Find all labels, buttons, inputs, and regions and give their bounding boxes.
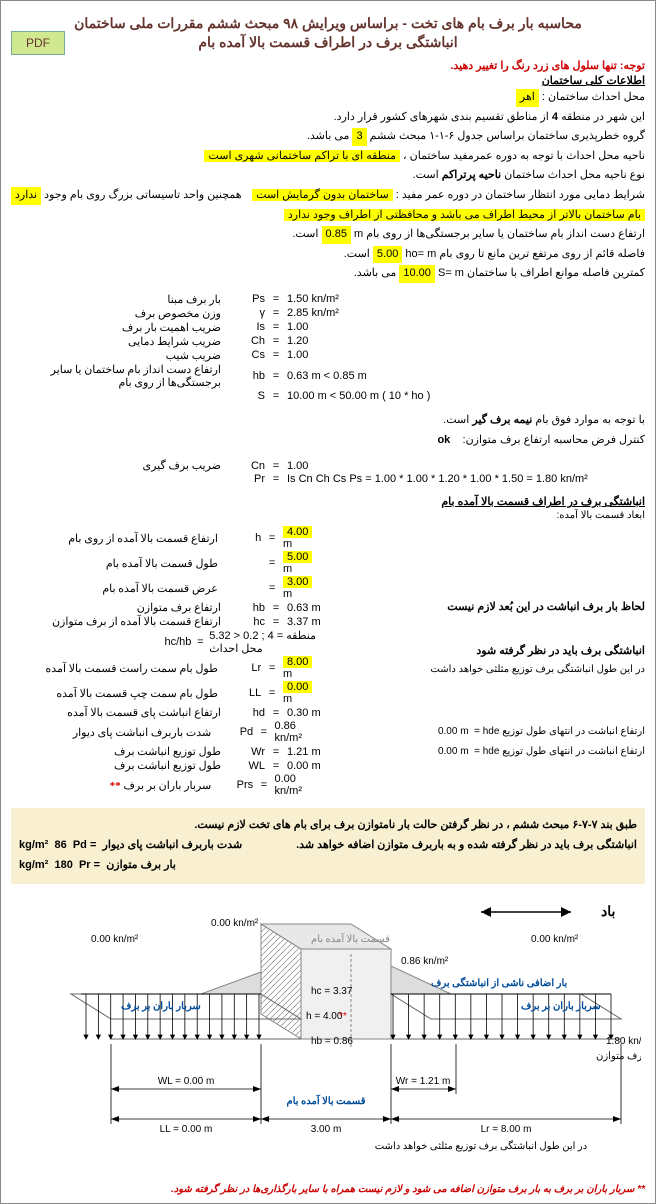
svg-text:0.00 kn/m²: 0.00 kn/m²	[531, 934, 579, 945]
svg-text:در این طول انباشتگی برف توزیع: در این طول انباشتگی برف توزیع مثلثی خواه…	[375, 1140, 587, 1152]
city-zone-line: این شهر در منطقه 4 از مناطق تقسیم بندی ش…	[11, 109, 645, 127]
svg-text:hc = 3.37: hc = 3.37	[311, 986, 353, 997]
snow-diagram: باد قسمت بالا آمده بام 0.	[11, 894, 645, 1174]
control-line: کنترل فرض محاسبه ارتفاع برف متوازن: ok	[11, 432, 645, 450]
thermal-mech-line: شرایط دمایی مورد انتظار ساختمان در دوره …	[11, 187, 645, 205]
svg-text:بار برف متوازن: بار برف متوازن	[596, 1051, 641, 1062]
side-msg-3: در این طول انباشتگی برف توزیع مثلثی خواه…	[332, 662, 645, 678]
params-block-2: ارتفاع قسمت بالا آمده از روی بامh=4.00 m…	[11, 526, 324, 797]
svg-text:0.86 kn/m²: 0.86 kn/m²	[401, 956, 449, 967]
hb-value[interactable]: 0.85	[322, 226, 351, 244]
footnote: ** سربار باران بر برف به بار برف متوازن …	[11, 1184, 645, 1195]
ho-line: فاصله قائم از روی مرتفع ترین مانع تا روی…	[11, 246, 645, 264]
svg-text:سربار باران بر برف: سربار باران بر برف	[121, 1001, 201, 1012]
svg-text:1.80 kn/m²: 1.80 kn/m²	[606, 1036, 641, 1047]
semi-snow-line: با توجه به موارد فوق بام نیمه برف گیر اس…	[11, 412, 645, 430]
svg-text:Lr = 8.00 m: Lr = 8.00 m	[481, 1124, 532, 1135]
side-msg-2: انباشتگی برف باید در نظر گرفته شود	[332, 643, 645, 661]
svg-text:قسمت بالا آمده بام: قسمت بالا آمده بام	[311, 932, 390, 945]
hde-line-1: 0.00 m = hde ارتفاع انباشت در انتهای طول…	[438, 724, 645, 740]
ho-value[interactable]: 5.00	[373, 246, 402, 264]
location-value[interactable]: اهر	[516, 89, 539, 107]
svg-text:h = 4.00: h = 4.00	[306, 1011, 343, 1022]
svg-text:قسمت بالا آمده بام: قسمت بالا آمده بام	[287, 1094, 366, 1107]
svg-text:بار اضافی ناشی از انباشتگی برف: بار اضافی ناشی از انباشتگی برف	[431, 976, 568, 989]
roof-highlight[interactable]: بام ساختمان بالاتر از محیط اطراف می باشد…	[284, 209, 645, 221]
area-highlight[interactable]: منطقه ای با تراکم ساختمانی شهری است	[204, 150, 400, 162]
s-line: کمترین فاصله موانع اطراف با ساختمان S= m…	[11, 265, 645, 283]
hb-line: ارتفاع دست انداز بام ساختمان یا سایر برج…	[11, 226, 645, 244]
risk-line: گروه خطرپذیری ساختمان براساس جدول ۶-۱-۱ …	[11, 128, 645, 146]
section-stacking: انباشتگی برف در اطراف قسمت بالا آمده بام	[11, 495, 645, 508]
roof-line: بام ساختمان بالاتر از محیط اطراف می باشد…	[11, 207, 645, 225]
section-building-info: اطلاعات کلی ساختمان	[11, 74, 645, 87]
svg-text:Wr = 1.21 m: Wr = 1.21 m	[396, 1076, 451, 1087]
svg-text:0.00 kn/m²: 0.00 kn/m²	[211, 918, 259, 929]
svg-text:سربار باران بر برف: سربار باران بر برف	[521, 1001, 601, 1012]
side-msg-1: لحاظ بار برف انباشت در این بُعد لازم نیس…	[332, 599, 645, 617]
s-value[interactable]: 10.00	[399, 265, 435, 283]
svg-text:hb = 0.86: hb = 0.86	[311, 1036, 353, 1047]
result-box: طبق بند ۷-۷-۶ مبحث ششم ، در نظر گرفتن حا…	[11, 808, 645, 883]
svg-text:0.00 kn/m²: 0.00 kn/m²	[91, 934, 139, 945]
page-title-2: انباشتگی برف در اطراف قسمت بالا آمده بام	[11, 34, 645, 51]
mech-highlight[interactable]: ندارد	[11, 187, 41, 205]
thermal-highlight[interactable]: ساختمان بدون گرمایش است	[252, 189, 393, 201]
pdf-button[interactable]: PDF	[11, 31, 65, 55]
svg-text:**: **	[339, 1011, 347, 1022]
area-line-1: ناحیه محل احداث با توجه به دوره عمرمفید …	[11, 148, 645, 166]
area-line-2: نوع ناحیه محل احداث ساختمان ناحیه پرتراک…	[11, 167, 645, 185]
risk-value[interactable]: 3	[352, 128, 366, 146]
svg-text:WL = 0.00 m: WL = 0.00 m	[158, 1076, 215, 1087]
cn-pr-block: ضریب برف گیری Cn = 1.00 Pr = Is Cn Ch Cs…	[11, 459, 645, 485]
location-line: محل احداث ساختمان : اهر	[11, 89, 645, 107]
svg-text:3.00 m: 3.00 m	[311, 1124, 342, 1135]
params-block-1: بار برف مبناPs=1.50 kn/m²وزن مخصوص برفγ=…	[11, 293, 645, 402]
svg-text:LL = 0.00 m: LL = 0.00 m	[160, 1124, 213, 1135]
hde-line-2: 0.00 m = hde ارتفاع انباشت در انتهای طول…	[438, 744, 645, 760]
yellow-notice: توجه: تنها سلول های زرد رنگ را تغییر دهی…	[11, 59, 645, 72]
page-title-1: محاسبه بار برف بام های تخت - براساس ویرا…	[11, 15, 645, 32]
sub-dims: ابعاد قسمت بالا آمده:	[11, 510, 645, 521]
svg-text:باد: باد	[601, 905, 615, 920]
